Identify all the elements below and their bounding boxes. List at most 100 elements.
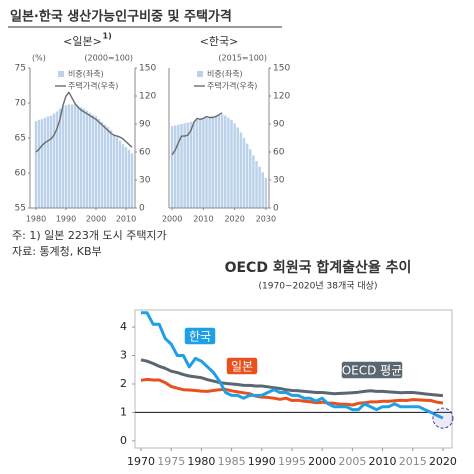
x-tick-label: 1980 bbox=[187, 455, 215, 468]
bar bbox=[121, 144, 125, 208]
y2-tick-label: 120 bbox=[273, 92, 290, 102]
line bbox=[171, 112, 223, 156]
x-tick-label: 1970 bbox=[127, 455, 155, 468]
bar bbox=[112, 134, 116, 208]
bar bbox=[174, 125, 177, 208]
bar bbox=[249, 149, 252, 208]
bar bbox=[227, 117, 230, 208]
bar bbox=[224, 115, 227, 208]
bar bbox=[58, 108, 62, 208]
x-tick-label: 1995 bbox=[278, 455, 306, 468]
bar bbox=[183, 123, 186, 208]
x-tick-label: 2020 bbox=[429, 455, 457, 468]
bar bbox=[109, 130, 113, 208]
series-tag bbox=[340, 360, 404, 380]
series-label: 한국 bbox=[189, 330, 211, 344]
bar bbox=[70, 104, 74, 208]
bar bbox=[79, 107, 83, 208]
y2-tick-label: 90 bbox=[273, 120, 285, 130]
bar bbox=[64, 105, 68, 208]
line bbox=[140, 377, 444, 407]
y-tick-label: 4 bbox=[120, 320, 127, 333]
y-tick-label: 2 bbox=[120, 377, 127, 390]
bar bbox=[242, 138, 246, 208]
x-tick-label: 2000 bbox=[308, 455, 336, 468]
x-tick-label: 1975 bbox=[157, 455, 185, 468]
y2-tick-label: 120 bbox=[139, 92, 156, 102]
legend-swatch bbox=[58, 71, 64, 77]
bar bbox=[118, 140, 122, 208]
highlight-circle bbox=[432, 407, 454, 429]
y2-tick-label: 60 bbox=[273, 148, 285, 158]
x-tick-label: 2015 bbox=[399, 455, 427, 468]
legend-swatch bbox=[197, 71, 203, 77]
bar bbox=[230, 119, 233, 208]
y-tick-label: 0 bbox=[120, 434, 127, 447]
series-label: OECD 평균 bbox=[342, 364, 403, 378]
bar bbox=[82, 108, 86, 208]
bar bbox=[46, 116, 50, 208]
y-tick-label: 3 bbox=[120, 349, 127, 362]
y-tick-label: 70 bbox=[15, 99, 27, 109]
bar bbox=[52, 113, 56, 208]
x-tick-label: 1990 bbox=[248, 455, 276, 468]
x-tick-label: 2020 bbox=[224, 215, 244, 224]
x-tick-label: 2010 bbox=[193, 215, 213, 224]
bar bbox=[261, 172, 264, 208]
bar bbox=[130, 153, 134, 208]
bar bbox=[43, 117, 47, 208]
bar bbox=[236, 127, 239, 208]
bar bbox=[88, 112, 92, 208]
y-tick-label: 60 bbox=[15, 169, 27, 179]
bar bbox=[170, 126, 174, 208]
bar bbox=[97, 119, 101, 208]
x-tick-label: 1980 bbox=[26, 215, 46, 224]
chart-subtitle: (1970~2020년 38개국 대상) bbox=[259, 281, 378, 292]
y-tick-label: 55 bbox=[15, 204, 26, 214]
y2-tick-label: 30 bbox=[273, 176, 285, 186]
y2-tick-label: 60 bbox=[139, 148, 151, 158]
bar bbox=[49, 115, 53, 208]
bar bbox=[189, 121, 193, 208]
legend-label: 비중(좌축) bbox=[68, 70, 104, 79]
legend-label: 주택가격(우축) bbox=[68, 81, 118, 91]
line bbox=[35, 91, 133, 153]
legend-label: 주택가격(우축) bbox=[207, 81, 257, 91]
y2-tick-label: 150 bbox=[273, 64, 290, 74]
y-tick-label: 1 bbox=[120, 405, 127, 418]
bar bbox=[76, 105, 80, 208]
bar bbox=[91, 114, 95, 208]
bar bbox=[252, 155, 255, 208]
figure-title: 일본·한국 생산가능인구비중 및 주택가격 bbox=[10, 9, 232, 25]
chart-title: OECD 회원국 합계출산율 추이 bbox=[225, 259, 412, 276]
bar bbox=[94, 116, 98, 208]
panel-title: <한국> bbox=[200, 35, 239, 48]
y2-label: (2015=100) bbox=[218, 54, 267, 63]
bar bbox=[85, 110, 89, 208]
panel-title-sup: 1) bbox=[103, 32, 112, 41]
series-tag bbox=[225, 356, 259, 376]
bar bbox=[37, 119, 41, 208]
bar bbox=[61, 106, 65, 208]
bar bbox=[245, 143, 249, 208]
bar bbox=[239, 132, 243, 208]
y-tick-label: 65 bbox=[15, 134, 26, 144]
bar bbox=[199, 118, 202, 208]
bar bbox=[103, 124, 107, 208]
bar bbox=[255, 161, 258, 208]
y2-tick-label: 150 bbox=[139, 64, 156, 74]
bar bbox=[55, 111, 59, 208]
bar bbox=[195, 119, 199, 208]
x-tick-label: 2000 bbox=[162, 215, 182, 224]
note: 자료: 통계청, KB부 bbox=[12, 245, 102, 258]
bar bbox=[202, 118, 205, 208]
bar bbox=[205, 117, 208, 208]
bar bbox=[127, 149, 131, 208]
x-tick-label: 2010 bbox=[369, 455, 397, 468]
bar bbox=[192, 121, 196, 208]
x-tick-label: 2030 bbox=[256, 215, 276, 224]
line bbox=[140, 358, 444, 398]
bar bbox=[264, 177, 268, 208]
